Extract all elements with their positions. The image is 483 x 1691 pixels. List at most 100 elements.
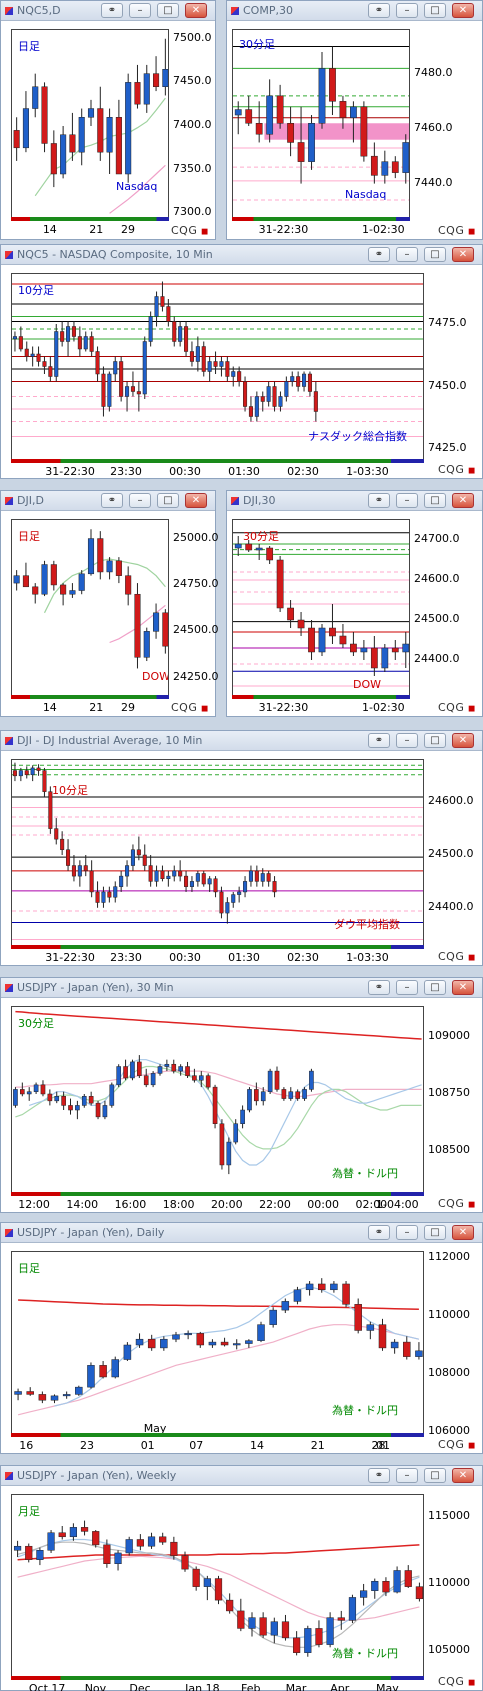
plot-area[interactable]: 30分足 為替・ドル円 [11,1006,424,1196]
plot-area[interactable]: 30分足 DOW [232,519,410,699]
chart-window-w1[interactable]: NQC5,D ⚭ – □ ✕ 日足 Nasdaq 7500.0 7450.0 7400.0 7350… [0,0,216,240]
link-icon[interactable]: ⚭ [368,247,390,262]
candle [136,1534,144,1551]
plot-area[interactable]: 10分足 ダウ平均指数 [11,759,424,949]
candle-body [208,1341,217,1346]
candle [208,1339,217,1348]
close-button[interactable]: ✕ [452,980,474,995]
close-button[interactable]: ✕ [452,1468,474,1483]
candle [66,839,71,871]
candle [402,632,409,668]
minimize-button[interactable]: – [129,493,151,508]
link-icon[interactable]: ⚭ [101,3,123,18]
chart-window-w6[interactable]: DJI - DJ Industrial Average, 10 Min ⚭ – □ ✕ 1… [0,730,483,966]
candle-body [287,123,294,143]
window-titlebar[interactable]: DJI - DJ Industrial Average, 10 Min ⚭ – □ ✕ [1,731,482,751]
window-titlebar[interactable]: NQC5 - NASDAQ Composite, 10 Min ⚭ – □ ✕ [1,245,482,265]
candle [329,46,336,116]
minimize-button[interactable]: – [396,247,418,262]
candle-body [42,770,47,792]
candle-body [61,1096,66,1106]
candle-body [225,902,230,914]
close-button[interactable]: ✕ [452,1225,474,1240]
plot-area[interactable]: 月足 為替・ドル円 [11,1494,424,1680]
minimize-button[interactable]: – [396,1225,418,1240]
maximize-button[interactable]: □ [424,733,446,748]
candle [60,126,67,179]
window-titlebar[interactable]: USDJPY - Japan (Yen), Daily ⚭ – □ ✕ [1,1223,482,1243]
window-titlebar[interactable]: DJI,D ⚭ – □ ✕ [1,491,215,511]
close-button[interactable]: ✕ [452,733,474,748]
candle-body [248,406,253,417]
candle-body [276,95,284,124]
close-button[interactable]: ✕ [452,493,474,508]
x-tick-label: 16 [19,1439,34,1452]
link-icon[interactable]: ⚭ [368,1225,390,1240]
minimize-button[interactable]: – [396,980,418,995]
candle-body [248,1617,256,1629]
chart-window-w3[interactable]: NQC5 - NASDAQ Composite, 10 Min ⚭ – □ ✕ 10分足ナ… [0,244,483,479]
plot-area[interactable]: 日足 為替・ドル円 May [11,1251,424,1437]
chart-window-icon [5,251,13,259]
minimize-button[interactable]: – [396,733,418,748]
close-glyph-icon: ✕ [458,495,468,506]
candle-body [318,68,326,124]
plot-area[interactable]: 日足 Nasdaq [11,29,169,221]
maximize-button[interactable]: □ [424,1225,446,1240]
maximize-button[interactable]: □ [424,1468,446,1483]
chart-window-w8[interactable]: USDJPY - Japan (Yen), Daily ⚭ – □ ✕ 日足 為替・ドル円 M… [0,1222,483,1454]
candle-body [160,1338,168,1349]
link-icon[interactable]: ⚭ [368,1468,390,1483]
window-titlebar[interactable]: USDJPY - Japan (Yen), 30 Min ⚭ – □ ✕ [1,978,482,998]
plot-area[interactable]: 日足 DOW [11,519,169,699]
link-icon[interactable]: ⚭ [368,493,390,508]
maximize-button[interactable]: □ [424,3,446,18]
x-tick-label: 02:30 [287,465,319,478]
minimize-button[interactable]: – [396,3,418,18]
maximize-button[interactable]: □ [424,493,446,508]
candle [14,1388,22,1401]
window-titlebar[interactable]: DJI,30 ⚭ – □ ✕ [227,491,482,511]
candle [123,1059,128,1081]
candle-body [185,1066,190,1076]
maximize-button[interactable]: □ [424,247,446,262]
window-titlebar[interactable]: COMP,30 ⚭ – □ ✕ [227,1,482,21]
candle-body [157,1066,163,1074]
maximize-button[interactable]: □ [157,3,179,18]
candle-body [212,1086,218,1124]
minimize-button[interactable]: – [396,1468,418,1483]
candle [40,1080,46,1097]
candle-body [148,865,153,882]
candle [130,1059,135,1081]
minimize-button[interactable]: – [129,3,151,18]
plot-area[interactable]: 10分足 ナスダック総合指数 [11,273,424,463]
instrument-label: Nasdaq [116,180,158,193]
chart-window-w2[interactable]: COMP,30 ⚭ – □ ✕ 30分足 Nasdaq 7480.0 7460.0 7440.0 3… [226,0,483,240]
candle [24,341,29,362]
close-button[interactable]: ✕ [452,3,474,18]
minimize-glyph-icon: – [404,495,410,506]
close-button[interactable]: ✕ [452,247,474,262]
candle [153,603,160,639]
maximize-glyph-icon: □ [430,735,440,746]
chart-window-w9[interactable]: USDJPY - Japan (Yen), Weekly ⚭ – □ ✕ 月足 為替・ドル円… [0,1465,483,1691]
link-icon[interactable]: ⚭ [368,980,390,995]
x-tick-label: 1-02:30 [362,223,405,236]
maximize-button[interactable]: □ [424,980,446,995]
close-button[interactable]: ✕ [185,493,207,508]
chart-window-w7[interactable]: USDJPY - Japan (Yen), 30 Min ⚭ – □ ✕ 30分足 為替・ド… [0,977,483,1213]
plot-area[interactable]: 30分足 Nasdaq [232,29,410,221]
window-titlebar[interactable]: USDJPY - Japan (Yen), Weekly ⚭ – □ ✕ [1,1466,482,1486]
candle-body [402,643,409,653]
link-icon[interactable]: ⚭ [368,3,390,18]
minimize-button[interactable]: – [396,493,418,508]
chart-window-w4[interactable]: DJI,D ⚭ – □ ✕ 日足 DOW 25000.0 24750.0 24500.0 24250… [0,490,219,717]
candle [22,91,29,153]
close-button[interactable]: ✕ [185,3,207,18]
chart-window-w5[interactable]: DJI,30 ⚭ – □ ✕ 30分足 DOW 24700.0 24600.0 24500.0 24… [226,490,483,717]
link-icon[interactable]: ⚭ [368,733,390,748]
maximize-button[interactable]: □ [157,493,179,508]
link-icon[interactable]: ⚭ [101,493,123,508]
window-titlebar[interactable]: NQC5,D ⚭ – □ ✕ [1,1,215,21]
candle [184,321,189,357]
